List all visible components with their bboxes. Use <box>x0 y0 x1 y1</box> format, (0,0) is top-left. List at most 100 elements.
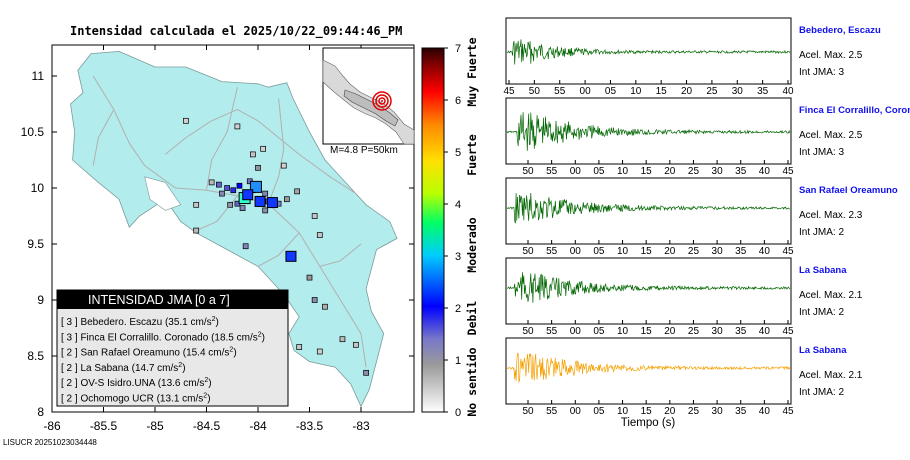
waveform-tick-label: 35 <box>757 86 769 97</box>
waveform-tick-label: 00 <box>570 326 582 337</box>
waveform-tick-label: 30 <box>712 326 724 337</box>
legend-item: [ 2 ] La Sabana (14.7 cm/s2) <box>61 362 186 374</box>
colorbar-level-label: Muy Fuerte <box>465 37 479 106</box>
waveform-tick-label: 45 <box>782 246 794 257</box>
map-y-tick-label: 9.5 <box>27 237 44 251</box>
colorbar-tick-label: 4 <box>455 199 461 211</box>
colorbar-gradient <box>421 47 445 413</box>
map-x-tick-label: -85 <box>146 419 164 433</box>
map-content <box>70 50 398 408</box>
colorbar-labels: Muy Fuerte Fuerte Moderado Debil No sentido <box>465 37 479 416</box>
legend-item: [ 2 ] Ochomogo UCR (13.1 cm/s2) <box>61 393 211 405</box>
colorbar-level-label: Fuerte <box>465 134 479 176</box>
waveform-panel: 50 55 00 05 10 15 20 25 30 35 40 45 San Rafael Oream… <box>505 177 898 257</box>
waveform-tick-label: 55 <box>546 166 558 177</box>
waveform-tick-label: 10 <box>617 406 629 417</box>
map-title: Intensidad calculada el 2025/10/22_09:44… <box>70 24 402 39</box>
waveform-tick-label: 40 <box>759 406 771 417</box>
road-line <box>206 87 238 191</box>
map-y-tick-label: 10 <box>31 181 45 195</box>
legend-item-level: [ 2 ] <box>61 394 80 405</box>
map-x-tick-label: -84 <box>249 419 267 433</box>
legend-item-close: ) <box>182 363 185 374</box>
waveform-tick-label: 45 <box>782 406 794 417</box>
station-marker <box>363 369 369 376</box>
waveform-tick-label: 30 <box>712 406 724 417</box>
station-marker-highlight <box>254 195 266 207</box>
waveform-tick-label: 35 <box>735 326 747 337</box>
waveform-tick-label: 40 <box>759 326 771 337</box>
waveform-tick-label: 45 <box>503 86 515 97</box>
station-marker <box>230 187 237 194</box>
waveform-panels: 45 50 55 00 05 10 15 20 25 30 35 40 Bebedero, Escazu… <box>503 17 910 417</box>
legend-title: INTENSIDAD JMA [0 a 7] <box>88 293 230 307</box>
map-x-tick-label: -84.5 <box>193 419 221 433</box>
legend-item-text: La Sabana (14.7 cm/s <box>80 363 178 374</box>
waveform-tick-label: 50 <box>522 246 534 257</box>
waveform-peak-accel: Acel. Max. 2.3 <box>799 210 863 221</box>
colorbar-level-label: Debil <box>465 301 479 336</box>
station-marker <box>260 145 266 152</box>
station-marker <box>193 201 200 208</box>
map-y-tick-label: 8.5 <box>27 349 44 363</box>
station-marker <box>255 164 261 171</box>
waveform-tick-label: 15 <box>641 246 653 257</box>
station-marker <box>353 341 359 348</box>
intensity-colorbar: 7 6 5 4 3 2 1 0 Muy Fuerte Fuerte Moderado Debil No… <box>421 37 479 419</box>
waveform-tick-label: 25 <box>706 86 718 97</box>
waveform-tick-label: 20 <box>681 86 693 97</box>
waveform-tick-label: 05 <box>593 166 605 177</box>
waveform-tick-label: 00 <box>570 406 582 417</box>
waveform-tick-label: 25 <box>688 246 700 257</box>
waveform-tick-label: 50 <box>522 166 534 177</box>
legend-item-close: ) <box>216 317 219 328</box>
station-marker <box>280 162 287 169</box>
colorbar-level-label: No sentido <box>465 347 479 416</box>
waveform-tick-label: 05 <box>605 86 617 97</box>
intensity-legend: INTENSIDAD JMA [0 a 7] [ 3 ] Bebedero. E… <box>56 289 289 407</box>
legend-item-sup: 2 <box>212 316 216 323</box>
waveform-panel: 50 55 00 05 10 15 20 25 30 35 40 45 La Sabana Acel. M… <box>505 257 863 337</box>
legend-item-sup: 2 <box>204 377 208 384</box>
colorbar-tick-label: 0 <box>455 407 461 419</box>
waveform-peak-accel: Acel. Max. 2.1 <box>799 370 863 381</box>
road-line <box>164 109 357 195</box>
station-marker <box>311 297 318 303</box>
waveform-tick-label: 20 <box>664 246 676 257</box>
station-marker <box>236 182 243 189</box>
intensity-map: Intensidad calculada el 2025/10/22_09:44… <box>3 24 415 447</box>
station-marker-highlight <box>285 250 297 262</box>
waveform-tick-label: 20 <box>664 406 676 417</box>
waveform-intensity: Int JMA: 3 <box>799 67 844 78</box>
waveform-tick-label: 10 <box>617 246 629 257</box>
waveform-tick-label: 15 <box>656 86 668 97</box>
road-line <box>257 232 300 267</box>
station-marker <box>227 201 234 208</box>
legend-item: [ 3 ] Bebedero. Escazu (35.1 cm/s2) <box>61 316 219 328</box>
waveform-intensity: Int JMA: 2 <box>799 227 844 238</box>
colorbar-tick-label: 1 <box>455 355 461 367</box>
legend-item-sup: 2 <box>258 331 262 338</box>
legend-item-level: [ 3 ] <box>61 332 80 343</box>
legend-item-close: ) <box>208 378 211 389</box>
waveform-panel: 45 50 55 00 05 10 15 20 25 30 35 40 Bebedero, Escazu… <box>503 17 881 97</box>
waveform-panel: 50 55 00 05 10 15 20 25 30 35 40 45 Finca El Corrali… <box>505 97 910 177</box>
station-marker <box>316 232 323 238</box>
legend-item-text: OV-S Isidro.UNA (13.6 cm/s <box>80 378 204 389</box>
waveform-tick-label: 10 <box>630 86 642 97</box>
waveform-tick-label: 20 <box>664 166 676 177</box>
waveform-tick-label: 25 <box>688 326 700 337</box>
colorbar-tick-label: 5 <box>455 147 461 159</box>
waveform-tick-label: 25 <box>688 166 700 177</box>
colorbar-ticks: 7 6 5 4 3 2 1 0 <box>444 43 461 419</box>
waveform-tick-label: 40 <box>759 246 771 257</box>
waveform-tick-label: 50 <box>529 86 541 97</box>
legend-item-close: ) <box>207 394 210 405</box>
waveform-tick-label: 00 <box>570 246 582 257</box>
waveform-tick-label: 10 <box>617 326 629 337</box>
station-marker <box>316 348 323 355</box>
station-marker <box>262 190 269 197</box>
station-marker-highlight <box>242 189 254 201</box>
station-marker-highlight <box>249 180 262 193</box>
legend-item: [ 3 ] Finca El Corralillo. Coronado (18.… <box>61 331 265 343</box>
